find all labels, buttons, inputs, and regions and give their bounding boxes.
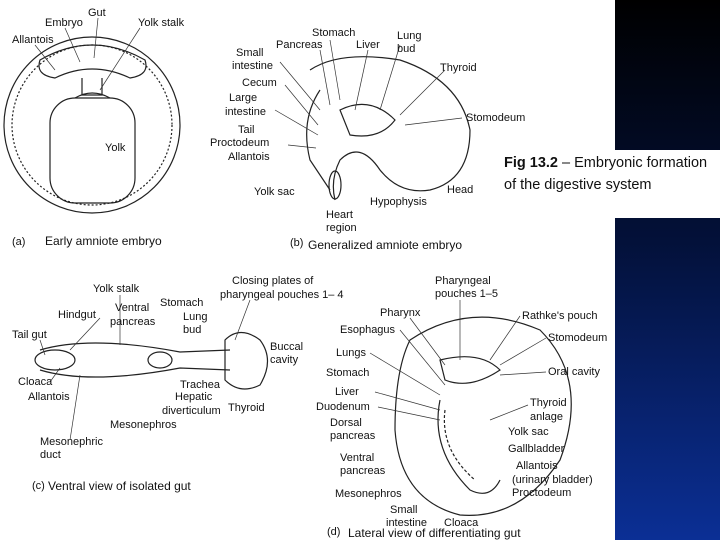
part-label: bud xyxy=(397,43,415,55)
part-label: Lung xyxy=(397,30,421,42)
part-label: Ventral xyxy=(340,452,374,464)
labels: (a) Early amniote embryo Gut Embryo Yolk sta… xyxy=(12,7,607,540)
part-label: diverticulum xyxy=(162,405,221,417)
part-label: Large xyxy=(229,92,257,104)
part-label: Allantois xyxy=(228,151,270,163)
part-label: Head xyxy=(447,184,473,196)
part-label: Stomodeum xyxy=(548,332,607,344)
figure: (a) Early amniote embryo Gut Embryo Yolk sta… xyxy=(3,6,608,540)
part-label: Proctodeum xyxy=(512,487,571,499)
part-label: Stomach xyxy=(160,297,203,309)
panel-letter: (d) xyxy=(327,526,340,538)
part-label: Pharynx xyxy=(380,307,421,319)
caption-figure: Fig 13.2 xyxy=(504,155,558,171)
part-label: Duodenum xyxy=(316,401,370,413)
part-label: Cecum xyxy=(242,77,277,89)
part-label: intestine xyxy=(232,60,273,72)
part-label: cavity xyxy=(270,354,299,366)
part-label: pancreas xyxy=(340,465,386,477)
part-label: pharyngeal pouches 1– 4 xyxy=(220,289,344,301)
part-label: Mesonephros xyxy=(110,419,177,431)
part-label: Heart xyxy=(326,209,353,221)
panel-title: Generalized amniote embryo xyxy=(308,238,462,252)
part-label: Pharyngeal xyxy=(435,275,491,287)
part-label: Allantois xyxy=(12,34,54,46)
part-label: Stomach xyxy=(326,367,369,379)
part-label: (urinary bladder) xyxy=(512,474,593,486)
part-label: Trachea xyxy=(180,379,221,391)
panel-d-drawing xyxy=(369,300,572,516)
part-label: intestine xyxy=(225,106,266,118)
part-label: Rathke's pouch xyxy=(522,310,597,322)
panel-title: Ventral view of isolated gut xyxy=(48,479,191,493)
panel-a-drawing xyxy=(3,17,181,214)
part-label: Mesonephric xyxy=(40,436,103,448)
part-label: Gallbladder xyxy=(508,443,565,455)
part-label: Tail gut xyxy=(12,329,47,341)
panel-letter: (a) xyxy=(12,236,25,248)
part-label: Small xyxy=(390,504,418,516)
part-label: Embryo xyxy=(45,17,83,29)
part-label: Yolk sac xyxy=(254,186,295,198)
part-label: Oral cavity xyxy=(548,366,600,378)
part-label: Liver xyxy=(356,39,380,51)
part-label: Dorsal xyxy=(330,417,362,429)
part-label: bud xyxy=(183,324,201,336)
part-label: Thyroid xyxy=(228,402,265,414)
part-label: Hindgut xyxy=(58,309,96,321)
panel-letter: (c) xyxy=(32,480,45,492)
part-label: region xyxy=(326,222,357,234)
part-label: Yolk stalk xyxy=(93,283,140,295)
panel-title: Early amniote embryo xyxy=(45,234,162,248)
part-label: Yolk stalk xyxy=(138,17,185,29)
figure-caption: Fig 13.2 – Embryonic formation of the di… xyxy=(500,150,720,218)
part-label: Stomach xyxy=(312,27,355,39)
part-label: Yolk xyxy=(105,142,126,154)
part-label: Yolk sac xyxy=(508,426,549,438)
part-label: Gut xyxy=(88,7,106,19)
panel-title: Lateral view of differentiating gut xyxy=(348,526,521,540)
part-label: Esophagus xyxy=(340,324,396,336)
panel-b-drawing xyxy=(274,39,471,201)
part-label: Small xyxy=(236,47,264,59)
part-label: Lungs xyxy=(336,347,366,359)
part-label: Mesonephros xyxy=(335,488,402,500)
panel-letter: (b) xyxy=(290,237,303,249)
part-label: Lung xyxy=(183,311,207,323)
part-label: anlage xyxy=(530,411,563,423)
part-label: Thyroid xyxy=(440,62,477,74)
part-label: Closing plates of xyxy=(232,275,314,287)
part-label: Proctodeum xyxy=(210,137,269,149)
part-label: Allantois xyxy=(28,391,70,403)
part-label: Pancreas xyxy=(276,39,323,51)
part-label: Buccal xyxy=(270,341,303,353)
part-label: Thyroid xyxy=(530,397,567,409)
part-label: Liver xyxy=(335,386,359,398)
caption-text: – Embryonic formation of the digestive s… xyxy=(504,155,708,193)
part-label: pancreas xyxy=(330,430,376,442)
part-label: Cloaca xyxy=(18,376,53,388)
part-label: Stomodeum xyxy=(466,112,525,124)
panel-c-drawing xyxy=(34,295,269,441)
part-label: duct xyxy=(40,449,61,461)
part-label: intestine xyxy=(386,517,427,529)
part-label: Allantois xyxy=(516,460,558,472)
part-label: Hypophysis xyxy=(370,196,427,208)
part-label: Tail xyxy=(238,124,255,136)
part-label: Hepatic xyxy=(175,391,213,403)
part-label: pancreas xyxy=(110,316,156,328)
part-label: Cloaca xyxy=(444,517,479,529)
part-label: pouches 1–5 xyxy=(435,288,498,300)
part-label: Ventral xyxy=(115,302,149,314)
